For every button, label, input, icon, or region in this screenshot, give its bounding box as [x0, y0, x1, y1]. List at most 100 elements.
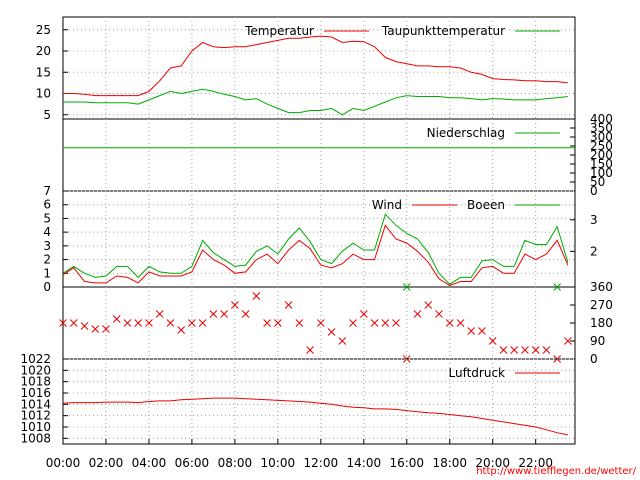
- scatter-point: [521, 346, 529, 354]
- scatter-point: [531, 346, 540, 354]
- scatter-point: [327, 328, 336, 336]
- scatter-point: [263, 319, 271, 327]
- point-stroke: [542, 346, 551, 354]
- y-tick-label: 1014: [20, 397, 51, 411]
- y-tick-label-right: 350: [590, 121, 613, 135]
- y-tick-label: 7: [43, 184, 51, 198]
- y-tick-label-right: 0: [590, 184, 598, 198]
- scatter-point: [359, 310, 368, 318]
- legend-label: Luftdruck: [448, 366, 505, 380]
- scatter-point: [467, 327, 476, 335]
- point-stroke: [467, 327, 476, 335]
- point-stroke: [155, 310, 164, 318]
- scatter-point: [220, 310, 228, 318]
- legend-label: Taupunkttemperatur: [381, 24, 505, 38]
- y-tick-label: 5: [43, 108, 51, 122]
- scatter-point: [252, 292, 261, 300]
- scatter-point: [499, 346, 508, 354]
- y-tick-label-right: 3: [590, 213, 598, 227]
- scatter-point: [69, 319, 78, 327]
- y-tick-label: 1010: [20, 420, 51, 434]
- scatter-point: [198, 319, 207, 327]
- scatter-point: [231, 301, 239, 309]
- y-tick-label: 5: [43, 211, 51, 225]
- y-tick-label-right: 2: [590, 244, 598, 258]
- point-stroke: [316, 319, 325, 327]
- point-stroke: [284, 301, 293, 309]
- scatter-point: [209, 310, 218, 318]
- x-tick-label: 00:00: [46, 456, 81, 470]
- scatter-point: [402, 283, 411, 291]
- point-stroke: [445, 319, 454, 327]
- point-stroke: [456, 319, 465, 327]
- point-stroke: [59, 319, 67, 327]
- y-tick-label: 1016: [20, 386, 51, 400]
- x-tick-label: 04:00: [132, 456, 167, 470]
- point-stroke: [338, 337, 347, 345]
- scatter-point: [284, 301, 293, 309]
- point-stroke: [488, 337, 497, 345]
- x-tick-label: 10:00: [261, 456, 296, 470]
- scatter-point: [381, 319, 390, 327]
- y-tick-label-right: 0: [590, 352, 598, 366]
- point-stroke: [91, 325, 100, 333]
- y-tick-label-right: 200: [590, 148, 613, 162]
- legend-label: Temperatur: [244, 24, 314, 38]
- point-stroke: [80, 322, 89, 330]
- y-tick-label: 0: [43, 280, 51, 294]
- point-stroke: [69, 319, 78, 327]
- series-line: [62, 224, 569, 287]
- scatter-point: [445, 319, 454, 327]
- point-stroke: [402, 283, 411, 291]
- series-line: [63, 88, 568, 116]
- x-tick-label: 18:00: [432, 456, 467, 470]
- point-stroke: [145, 319, 153, 327]
- point-stroke: [231, 301, 239, 309]
- y-tick-label-right: 360: [590, 280, 613, 294]
- scatter-point: [145, 319, 153, 327]
- point-stroke: [274, 319, 282, 327]
- point-stroke: [166, 319, 175, 327]
- scatter-point: [370, 319, 379, 327]
- x-axis: 00:00 02:00 04:00 06:00 08:00 10:00 12:00 14:00…: [46, 439, 553, 470]
- y-tick-label: 4: [43, 225, 51, 239]
- y-tick-label-right: 150: [590, 157, 613, 171]
- credit-link[interactable]: http://www.tiefflegen.de/wetter/: [476, 466, 636, 477]
- point-stroke: [263, 319, 271, 327]
- scatter-point: [564, 337, 572, 345]
- scatter-point: [316, 319, 325, 327]
- scatter-point: [338, 337, 347, 345]
- scatter-point: [80, 322, 89, 330]
- scatter-point: [542, 346, 551, 354]
- panel-wind_direction: 0 90 180 270 360: [59, 280, 613, 366]
- scatter-point: [134, 319, 143, 327]
- y-tick-label-right: 90: [590, 334, 605, 348]
- legend-label: Wind: [372, 198, 402, 212]
- y-tick-label-right: 300: [590, 130, 613, 144]
- point-stroke: [241, 310, 250, 318]
- scatter-point: [241, 310, 250, 318]
- x-tick-label: 14:00: [347, 456, 382, 470]
- scatter-point: [155, 310, 164, 318]
- series-line: [62, 213, 569, 285]
- panel-frame: [62, 358, 576, 445]
- point-stroke: [510, 346, 519, 354]
- scatter-point: [306, 346, 314, 354]
- scatter-point: [553, 283, 562, 291]
- point-stroke: [413, 310, 422, 318]
- x-tick-label: 20:00: [475, 456, 510, 470]
- series-line: [62, 397, 569, 436]
- y-tick-label: 6: [43, 198, 51, 212]
- point-stroke: [177, 326, 186, 334]
- series-line: [63, 35, 568, 97]
- point-stroke: [295, 319, 304, 327]
- scatter-point: [112, 315, 121, 323]
- point-stroke: [553, 283, 562, 291]
- x-tick-label: 02:00: [89, 456, 124, 470]
- scatter-point: [456, 319, 465, 327]
- point-stroke: [198, 319, 207, 327]
- y-tick-label-right: 100: [590, 166, 613, 180]
- point-stroke: [478, 327, 486, 335]
